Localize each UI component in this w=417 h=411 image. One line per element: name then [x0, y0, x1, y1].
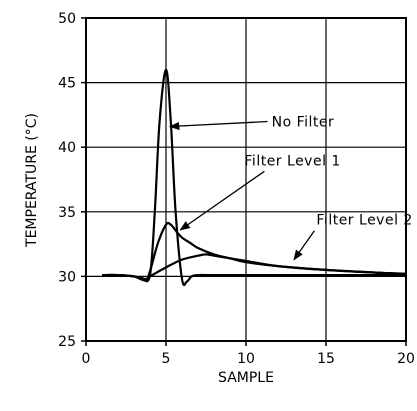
x-tick-label: 10: [237, 351, 255, 367]
x-tick-label: 15: [317, 351, 335, 367]
arrow-no-filter: [168, 120, 268, 131]
arrow-filter-level-2: [293, 230, 315, 261]
x-tick-label: 20: [397, 351, 415, 367]
series-line-filter-level-2: [101, 253, 407, 281]
x-tick-label: 0: [82, 351, 91, 367]
y-tick-label: 45: [58, 76, 76, 92]
grid: [86, 18, 406, 341]
annotation-filter-level-1: Filter Level 1: [244, 153, 340, 169]
y-axis-label: TEMPERATURE (°C): [24, 113, 40, 248]
arrow-filter-level-1: [179, 170, 265, 231]
tick-labels: 0 5 10 15 20 25 30 35 40 45 50: [58, 11, 415, 367]
series-line-no-filter: [101, 68, 406, 287]
y-tick-label: 30: [58, 269, 76, 285]
annotation-no-filter: No Filter: [272, 115, 335, 131]
y-tick-label: 25: [58, 334, 76, 350]
y-tick-label: 40: [58, 140, 76, 156]
x-tick-label: 5: [162, 351, 171, 367]
series-lines: [101, 68, 407, 287]
x-axis-label: SAMPLE: [218, 370, 274, 386]
y-tick-label: 50: [58, 11, 76, 27]
y-tick-label: 35: [58, 205, 76, 221]
annotation-filter-level-2: Filter Level 2: [316, 213, 412, 229]
annotations: No Filter Filter Level 1 Filter Level 2: [168, 115, 412, 261]
